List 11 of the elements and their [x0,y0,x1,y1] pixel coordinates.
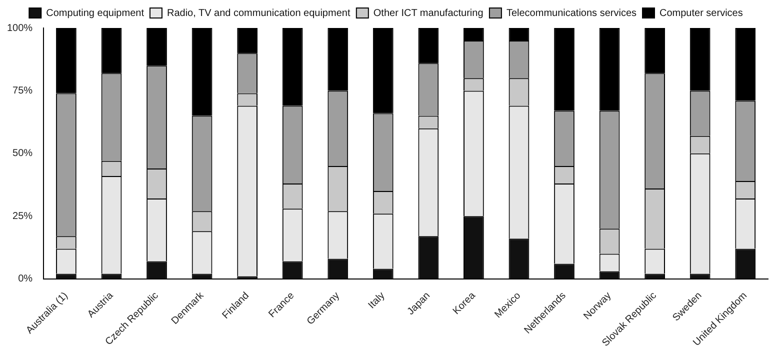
y-tick-label: 0% [18,274,33,285]
legend-label: Other ICT manufacturing [373,8,484,19]
legend-label: Computer services [660,8,743,19]
legend-label: Radio, TV and communication equipment [166,8,350,19]
legend-label: Computing equipment [46,8,144,19]
x-tick-label: Italy [366,290,388,312]
y-tick-label: 50% [12,148,33,160]
legend-label: Telecommunications services [506,8,637,19]
y-tick-label: 75% [12,85,33,96]
y-tick-label: 25% [12,210,33,222]
y-tick-label: 100% [7,22,33,34]
